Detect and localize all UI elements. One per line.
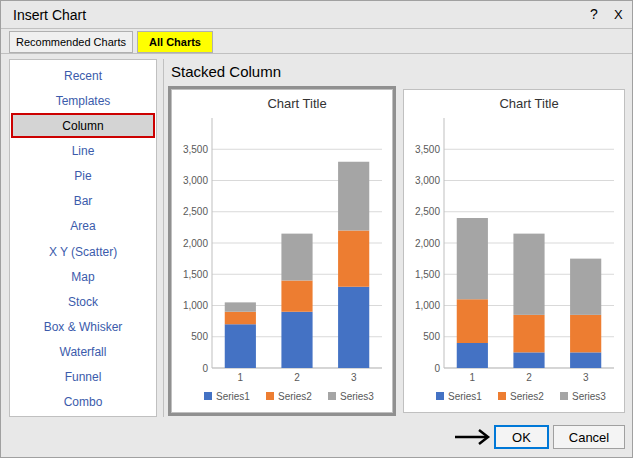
bar-segment: [457, 299, 488, 343]
bar-segment: [281, 234, 312, 281]
bar-segment: [225, 312, 256, 325]
legend-label: Series1: [216, 391, 250, 402]
chart-type-item[interactable]: Stock: [10, 289, 156, 314]
bar-segment: [225, 302, 256, 311]
legend-swatch: [266, 392, 274, 400]
bar-segment: [281, 312, 312, 368]
arrow: [453, 425, 493, 449]
y-axis-line: [212, 118, 213, 368]
y-tick-label: 0: [434, 363, 440, 374]
x-tick-label: 2: [526, 372, 532, 383]
chart-type-item[interactable]: Funnel: [10, 365, 156, 390]
arrow-head: [479, 430, 488, 444]
chart-title: Chart Title: [267, 96, 326, 111]
grid-line: [444, 149, 614, 150]
y-tick-label: 2,500: [183, 206, 208, 217]
chart: Chart Title 0 500 1,000 1,500 2,000 2,500 3,000…: [404, 90, 624, 412]
chart-type-item[interactable]: Column: [11, 113, 155, 138]
x-tick-label: 3: [583, 372, 589, 383]
bar-segment: [513, 352, 544, 368]
title-bar: [1, 1, 632, 29]
chart-type-item[interactable]: Waterfall: [10, 340, 156, 365]
dialog: Insert Chart? X Recommended ChartsAll Char…: [0, 0, 633, 458]
legend-swatch: [328, 392, 336, 400]
panel-separator: [163, 59, 164, 417]
bar-segment: [570, 352, 601, 368]
x-tick-label: 1: [470, 372, 476, 383]
chart-preview[interactable]: Chart Title 0 500 1,000 1,500 2,000 2,500 3,000…: [171, 89, 393, 413]
legend-swatch: [560, 392, 568, 400]
bar-segment: [338, 162, 369, 231]
bar-segment: [513, 315, 544, 353]
chart: Chart Title 0 500 1,000 1,500 2,000 2,500 3,000…: [172, 90, 392, 412]
bar-segment: [281, 281, 312, 312]
legend-label: Series2: [510, 391, 544, 402]
y-tick-label: 3,000: [183, 175, 208, 186]
button[interactable]: OK: [494, 425, 549, 449]
chart-type-item[interactable]: Recent: [10, 63, 156, 88]
chart-type-item[interactable]: Line: [10, 138, 156, 163]
help-button[interactable]: ?: [590, 6, 598, 22]
chart-type-item[interactable]: Area: [10, 214, 156, 239]
chart-type-item[interactable]: X Y (Scatter): [10, 239, 156, 264]
tab[interactable]: All Charts: [137, 31, 213, 53]
chart-type-item[interactable]: Combo: [10, 390, 156, 415]
x-tick-label: 2: [294, 372, 300, 383]
y-tick-label: 500: [191, 331, 208, 342]
legend-swatch: [204, 392, 212, 400]
chart-type-item[interactable]: Box & Whisker: [10, 314, 156, 339]
y-tick-label: 1,000: [415, 300, 440, 311]
y-tick-label: 500: [423, 331, 440, 342]
y-tick-label: 2,000: [183, 238, 208, 249]
legend-label: Series3: [572, 391, 606, 402]
bar-segment: [225, 324, 256, 368]
grid-line: [444, 180, 614, 181]
dialog-title: Insert Chart: [13, 7, 86, 23]
bar-segment: [513, 234, 544, 315]
legend-swatch: [498, 392, 506, 400]
button[interactable]: Cancel: [553, 425, 625, 449]
grid-line: [212, 149, 382, 150]
y-tick-label: 2,500: [415, 206, 440, 217]
y-tick-label: 3,500: [183, 144, 208, 155]
bars: [457, 218, 602, 368]
bar-segment: [338, 287, 369, 368]
close-button[interactable]: X: [614, 7, 623, 22]
y-tick-label: 1,500: [415, 269, 440, 280]
y-tick-label: 2,000: [415, 238, 440, 249]
section-label: Stacked Column: [171, 63, 281, 80]
y-tick-label: 0: [202, 363, 208, 374]
y-tick-label: 3,500: [415, 144, 440, 155]
bar-segment: [570, 315, 601, 353]
chart-type-item[interactable]: Pie: [10, 164, 156, 189]
chart-type-item[interactable]: Bar: [10, 189, 156, 214]
tab[interactable]: Recommended Charts: [9, 31, 133, 53]
y-tick-label: 1,000: [183, 300, 208, 311]
chart-type-item[interactable]: Templates: [10, 88, 156, 113]
y-axis-line: [444, 118, 445, 368]
arrow-shaft: [455, 436, 487, 439]
bar-segment: [338, 231, 369, 287]
grid-line: [444, 211, 614, 212]
chart-preview[interactable]: Chart Title 0 500 1,000 1,500 2,000 2,500 3,000…: [403, 89, 625, 413]
legend-swatch: [436, 392, 444, 400]
legend-label: Series2: [278, 391, 312, 402]
chart-type-item[interactable]: Map: [10, 264, 156, 289]
bar-segment: [570, 259, 601, 315]
y-tick-label: 3,000: [415, 175, 440, 186]
tab-separator: [1, 53, 632, 54]
bars: [225, 162, 370, 368]
bar-segment: [457, 218, 488, 299]
chart-title: Chart Title: [499, 96, 558, 111]
y-tick-label: 1,500: [183, 269, 208, 280]
bar-segment: [457, 343, 488, 368]
legend-label: Series1: [448, 391, 482, 402]
x-tick-label: 3: [351, 372, 357, 383]
legend-label: Series3: [340, 391, 374, 402]
x-tick-label: 1: [238, 372, 244, 383]
chart-type-list: RecentTemplatesColumnLinePieBarAreaX Y (…: [9, 59, 157, 417]
